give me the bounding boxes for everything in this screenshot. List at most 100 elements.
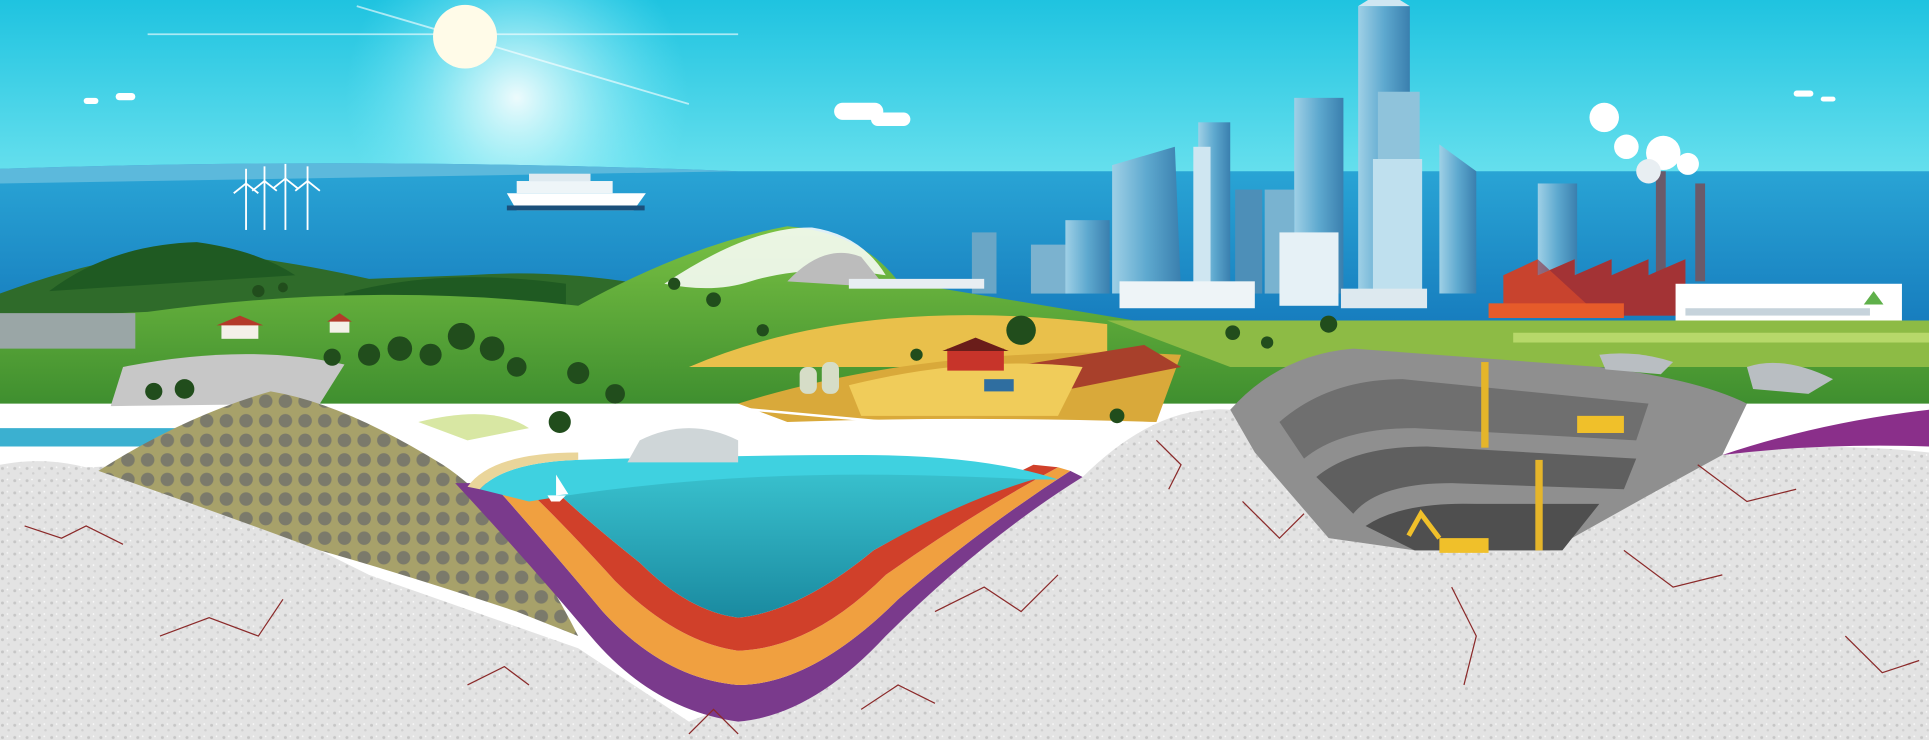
houses-part — [984, 379, 1014, 392]
wind-turbines-part — [306, 180, 321, 192]
quarry-part — [1279, 379, 1649, 459]
trees-part — [1225, 325, 1241, 341]
far-hills-part — [49, 242, 296, 292]
rock-cracks-part — [1242, 501, 1305, 540]
houses — [216, 313, 1022, 436]
trees-part — [357, 343, 381, 366]
trees-part — [910, 348, 923, 361]
quarry-part — [1316, 446, 1637, 514]
quarry-part — [1577, 415, 1624, 433]
city-skyline-part — [1119, 281, 1255, 309]
green-land-part — [787, 252, 886, 288]
rock-cracks-part — [860, 684, 936, 710]
city-skyline-part — [1112, 146, 1182, 294]
city-skyline-part — [1439, 144, 1477, 294]
city-skyline-part — [1372, 159, 1423, 294]
houses-part — [947, 348, 1004, 371]
bedrock-part — [0, 464, 739, 740]
wind-turbines-part — [284, 177, 299, 190]
quarry-part — [1439, 538, 1489, 553]
rock-cracks-part — [24, 525, 124, 545]
gravel-layer-part — [98, 391, 579, 637]
lake-part — [467, 452, 579, 490]
cruise-ship-part — [506, 205, 645, 211]
city-skyline-part — [1235, 189, 1263, 294]
city-skyline-part — [1065, 220, 1110, 294]
lake-part — [547, 495, 566, 502]
green-land-part — [848, 363, 1083, 416]
rock-cracks-part — [688, 708, 739, 735]
trees-part — [447, 322, 475, 350]
rock-cracks-part — [467, 665, 530, 686]
factory-part — [1614, 134, 1639, 160]
lake-part — [556, 474, 569, 496]
wind-turbines-part — [233, 182, 247, 194]
sediment-layers-part — [455, 470, 1083, 722]
cruise-ship — [506, 173, 646, 211]
trees-part — [605, 384, 625, 404]
rock-cracks-part — [1844, 635, 1920, 674]
trees-part — [278, 282, 288, 293]
city-skyline-part — [1279, 232, 1339, 306]
clouds-part — [871, 112, 911, 126]
city-skyline-part — [1358, 0, 1410, 7]
green-land-part — [418, 414, 529, 441]
trees-part — [387, 336, 413, 361]
trees-part — [145, 382, 163, 400]
sediment-layers-part — [492, 467, 1071, 685]
lake-part — [541, 457, 1034, 618]
factory-part — [1537, 259, 1686, 316]
city-skyline-part — [1340, 288, 1428, 309]
sky-layer-part — [356, 5, 690, 105]
green-land-part — [1513, 332, 1929, 343]
houses-part — [327, 313, 352, 322]
trees-part — [419, 343, 442, 366]
trees-part — [1006, 315, 1036, 345]
quarry-part — [1406, 509, 1442, 540]
houses-part — [821, 362, 840, 394]
lake-part — [627, 428, 739, 463]
clouds-part — [834, 102, 884, 120]
factory-part — [1488, 303, 1624, 319]
gravel-layer — [98, 391, 579, 637]
trees-part — [756, 324, 769, 337]
rock-cracks-part — [1155, 439, 1182, 490]
factory-part — [1695, 183, 1706, 282]
trees-part — [1260, 336, 1274, 349]
clouds-part — [83, 97, 99, 104]
trees-part — [506, 357, 527, 377]
quarry — [1230, 348, 1834, 553]
city-skyline-part — [1193, 146, 1211, 294]
trees-part — [479, 336, 505, 361]
factory-part — [1589, 102, 1619, 133]
green-land-part — [1107, 320, 1929, 367]
factory — [1488, 102, 1706, 319]
cruise-ship-part — [516, 181, 613, 194]
sediment-layers-part — [1722, 409, 1929, 456]
warehouse-part — [1863, 291, 1884, 305]
lake-part — [479, 455, 1058, 502]
rock-cracks-part — [1623, 549, 1723, 588]
trees-part — [668, 277, 681, 290]
trees-part — [252, 284, 265, 298]
warehouse-part — [1685, 308, 1870, 316]
trees-part — [323, 348, 341, 366]
city-skyline-part — [1030, 244, 1068, 294]
houses-part — [942, 337, 1009, 352]
quarry-part — [1599, 353, 1674, 375]
sediment-layers — [455, 409, 1929, 722]
wind-turbines-part — [245, 182, 259, 194]
quarry-part — [1746, 362, 1834, 394]
wind-turbines — [233, 163, 321, 230]
wind-turbines-part — [263, 180, 278, 192]
factory-part — [1655, 171, 1666, 282]
trees — [145, 277, 1338, 433]
green-land-part — [848, 278, 985, 289]
houses-part — [799, 366, 817, 394]
sky-layer-part — [433, 4, 498, 69]
trees-part — [706, 292, 721, 308]
clouds-part — [1793, 90, 1814, 97]
clouds-part — [115, 92, 136, 101]
houses-part — [221, 324, 259, 339]
